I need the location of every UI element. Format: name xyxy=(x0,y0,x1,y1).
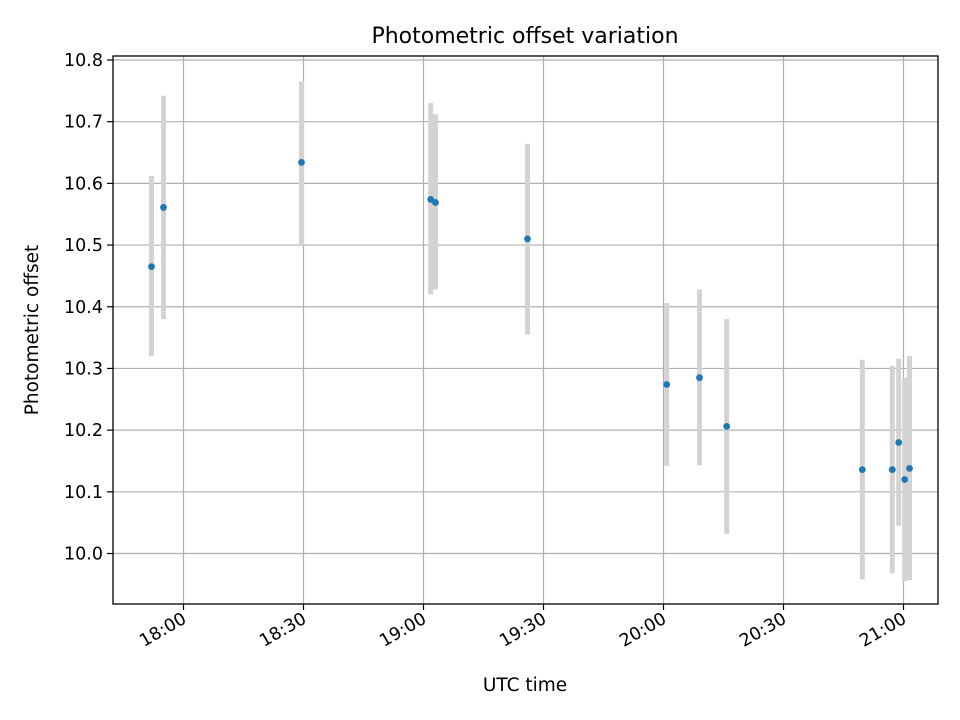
y-axis-label: Photometric offset xyxy=(22,245,43,416)
y-tick-label: 10.6 xyxy=(64,174,103,194)
data-point xyxy=(696,374,703,382)
chart-title: Photometric offset variation xyxy=(371,24,678,49)
plot-frame xyxy=(112,55,939,605)
x-axis-label: UTC time xyxy=(483,675,567,696)
y-tick-label: 10.7 xyxy=(64,113,103,133)
y-tick-label: 10.3 xyxy=(64,359,103,379)
data-point xyxy=(901,476,909,483)
data-point xyxy=(895,439,903,446)
data-point xyxy=(723,423,731,430)
data-point xyxy=(858,466,866,474)
data-point xyxy=(906,464,913,472)
data-point xyxy=(148,263,155,271)
data-point xyxy=(298,159,305,166)
y-tick-label: 10.5 xyxy=(64,236,103,256)
y-axis-ticks: 10.0 10.1 10.2 10.3 10.4 10.5 10.6 10.7 10.8 xyxy=(64,51,113,565)
data-point xyxy=(524,235,531,243)
data-point xyxy=(663,381,671,388)
y-tick-label: 10.2 xyxy=(64,421,103,441)
y-tick-label: 10.0 xyxy=(64,545,103,565)
data-points xyxy=(148,159,913,483)
y-tick-label: 10.1 xyxy=(64,483,103,503)
data-point xyxy=(888,466,896,474)
y-tick-label: 10.4 xyxy=(64,298,103,318)
y-tick-label: 10.8 xyxy=(64,51,103,71)
data-point xyxy=(160,204,167,211)
data-point xyxy=(432,199,439,206)
